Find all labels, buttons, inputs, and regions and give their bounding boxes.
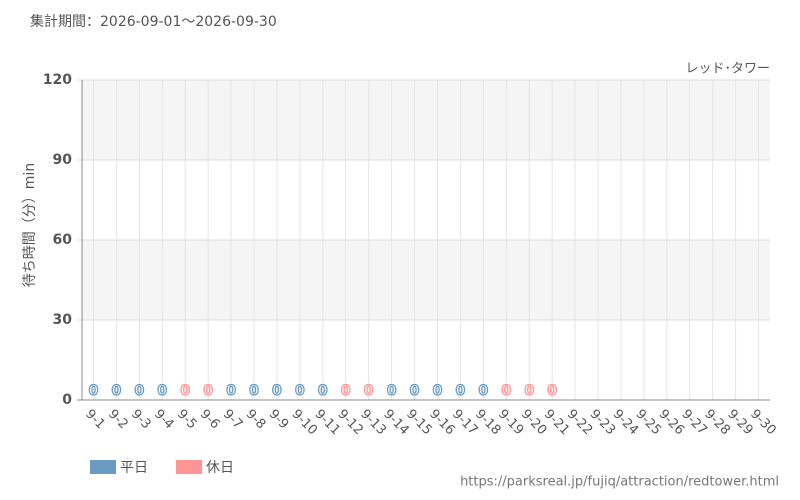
footer-url: https://parksreal.jp/fujiq/attraction/re…: [460, 475, 779, 490]
data-label: 0: [456, 383, 466, 399]
x-tick-label: 9-3: [128, 407, 154, 433]
data-label: 0: [318, 383, 328, 399]
data-label: 0: [524, 383, 534, 399]
legend-swatch: [176, 460, 202, 474]
legend-label: 休日: [206, 460, 234, 476]
data-label: 0: [134, 383, 144, 399]
x-tick-label: 9-9: [266, 407, 292, 433]
data-label: 0: [478, 383, 488, 399]
y-tick-label: 0: [62, 392, 72, 408]
data-label: 0: [203, 383, 213, 399]
x-tick-label: 9-6: [197, 407, 223, 433]
data-label: 0: [272, 383, 282, 399]
grid-band: [82, 80, 770, 160]
data-label: 0: [180, 383, 190, 399]
legend-swatch: [90, 460, 116, 474]
data-label: 0: [364, 383, 374, 399]
x-tick-label: 9-5: [174, 407, 200, 433]
data-label: 0: [112, 383, 122, 399]
y-axis-label: 待ち時間（分）min: [22, 163, 38, 287]
data-label: 0: [89, 383, 99, 399]
data-label: 0: [157, 383, 167, 399]
x-tick-label: 9-7: [220, 407, 246, 433]
data-label: 0: [501, 383, 511, 399]
y-tick-label: 120: [43, 72, 72, 88]
legend-label: 平日: [120, 460, 148, 476]
subtitle: 集計期間：2026-09-01～2026-09-30: [30, 13, 277, 30]
x-tick-label: 9-2: [105, 407, 131, 433]
y-tick-label: 90: [53, 152, 73, 168]
x-tick-label: 9-8: [243, 407, 269, 433]
series-label: レッド･タワー: [685, 62, 770, 77]
y-tick-label: 60: [53, 232, 73, 248]
x-tick-label: 9-4: [151, 407, 177, 433]
y-tick-label: 30: [53, 312, 73, 328]
data-label: 0: [341, 383, 351, 399]
data-label: 0: [295, 383, 305, 399]
data-label: 0: [249, 383, 259, 399]
data-label: 0: [226, 383, 236, 399]
x-tick-label: 9-1: [82, 407, 108, 433]
data-label: 0: [387, 383, 397, 399]
data-label: 0: [433, 383, 443, 399]
grid-band: [82, 240, 770, 320]
x-tick-label: 9-10: [289, 407, 320, 438]
data-label: 0: [547, 383, 557, 399]
data-label: 0: [410, 383, 420, 399]
